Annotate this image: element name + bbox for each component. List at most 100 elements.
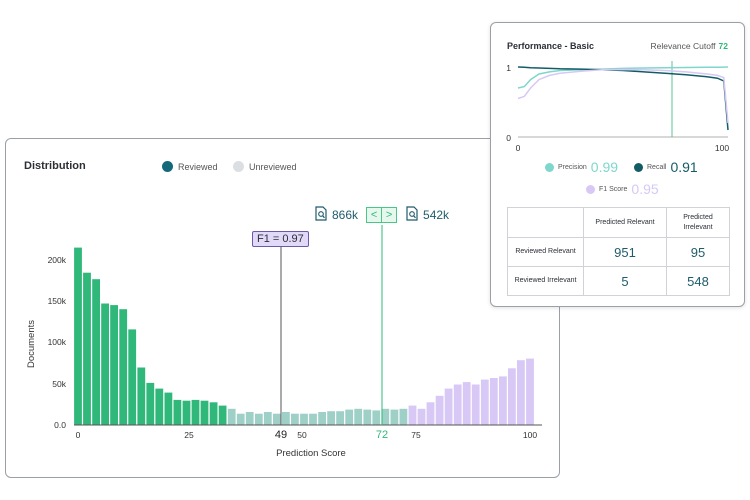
metric-recall: Recall 0.91 bbox=[634, 159, 698, 175]
cm-row-reviewed-relevant: Reviewed Relevant bbox=[507, 237, 584, 267]
docs-above-count: 866k bbox=[332, 208, 359, 222]
histogram-bar bbox=[408, 405, 417, 425]
histogram-bar bbox=[399, 408, 408, 425]
recall-dot-icon bbox=[634, 162, 643, 172]
perf-line-f1-score bbox=[517, 68, 729, 124]
histogram-bar bbox=[128, 329, 137, 425]
histogram-bar bbox=[146, 382, 155, 425]
distribution-panel: Distribution Reviewed Unreviewed 0.0 50k… bbox=[5, 138, 560, 478]
histogram-bar bbox=[489, 378, 498, 425]
histogram-bar bbox=[291, 413, 299, 425]
histogram-bar bbox=[480, 379, 489, 425]
y-tick-50k: 50k bbox=[52, 379, 66, 389]
y-tick-0: 0.0 bbox=[54, 420, 66, 430]
cm-cell[interactable]: 95 bbox=[666, 237, 730, 267]
histogram-bar bbox=[526, 358, 534, 425]
legend-unreviewed-label: Unreviewed bbox=[249, 161, 297, 172]
perf-x-tick-100: 100 bbox=[715, 143, 729, 153]
y-tick-200k: 200k bbox=[48, 255, 67, 265]
histogram-bar bbox=[74, 247, 82, 425]
histogram-bar bbox=[101, 303, 109, 425]
legend-reviewed-label: Reviewed bbox=[178, 161, 218, 172]
unreviewed-dot-icon bbox=[233, 161, 244, 172]
y-tick-100k: 100k bbox=[48, 337, 67, 347]
histogram-bar bbox=[245, 412, 254, 425]
histogram-bar bbox=[209, 402, 218, 425]
cm-corner bbox=[507, 207, 584, 238]
histogram-bar bbox=[435, 395, 444, 425]
histogram-bar bbox=[381, 408, 390, 425]
cutoff-control: 866k < > 542k bbox=[314, 206, 449, 224]
cm-cell[interactable]: 548 bbox=[666, 266, 730, 296]
performance-chart: 1 0 0 100 bbox=[506, 61, 729, 153]
cutoff-prev-button[interactable]: < bbox=[366, 207, 383, 223]
x-tick-75: 75 bbox=[411, 430, 421, 440]
cm-row-reviewed-irrelevant: Reviewed Irrelevant bbox=[507, 266, 584, 296]
x-tick-100: 100 bbox=[523, 430, 537, 440]
x-tick-50: 50 bbox=[297, 430, 307, 440]
histogram-bar bbox=[92, 279, 100, 425]
histogram-bar bbox=[200, 400, 209, 425]
histogram-bar bbox=[390, 409, 399, 425]
cm-col-predicted-irrelevant: Predicted Irrelevant bbox=[666, 207, 730, 238]
f1-score-label: F1 = 0.97 bbox=[252, 231, 309, 247]
x-tick-0: 0 bbox=[76, 430, 81, 440]
histogram-bar bbox=[318, 412, 326, 425]
distribution-title: Distribution bbox=[24, 160, 86, 172]
f1-dot-icon bbox=[586, 184, 595, 194]
cutoff-next-button[interactable]: > bbox=[381, 207, 398, 223]
doc-search-icon bbox=[314, 206, 328, 224]
histogram-bar bbox=[499, 376, 507, 425]
histogram-bar bbox=[508, 368, 516, 425]
perf-y-tick-1: 1 bbox=[506, 63, 511, 73]
histogram-bar bbox=[191, 399, 200, 425]
histogram-bar bbox=[110, 305, 118, 425]
relevance-cutoff-value: 72 bbox=[718, 41, 728, 51]
recall-label: Recall bbox=[647, 163, 667, 171]
x-axis-title: Prediction Score bbox=[276, 448, 346, 459]
histogram-bar bbox=[300, 413, 308, 425]
x-tick-25: 25 bbox=[184, 430, 194, 440]
histogram-bar bbox=[426, 402, 435, 425]
histogram-bar bbox=[453, 384, 462, 425]
histogram-bar bbox=[336, 411, 344, 425]
histogram-bar bbox=[182, 400, 191, 425]
histogram-bar bbox=[363, 409, 372, 425]
histogram-bar bbox=[218, 405, 227, 425]
histogram-bar bbox=[372, 410, 381, 425]
histogram-bar bbox=[236, 413, 245, 425]
histogram-bar bbox=[282, 412, 290, 425]
confusion-matrix: Predicted Relevant Predicted Irrelevant … bbox=[507, 207, 730, 296]
metric-precision: Precision 0.99 bbox=[545, 159, 618, 175]
y-tick-150k: 150k bbox=[48, 296, 67, 306]
cm-cell[interactable]: 951 bbox=[583, 237, 667, 267]
histogram-bar bbox=[273, 413, 281, 425]
perf-x-tick-0: 0 bbox=[516, 143, 521, 153]
histogram-bar bbox=[444, 388, 453, 425]
f1-label: F1 Score bbox=[599, 185, 628, 193]
recall-value: 0.91 bbox=[670, 159, 698, 175]
histogram-bar bbox=[309, 413, 317, 425]
legend-reviewed[interactable]: Reviewed bbox=[162, 161, 218, 172]
histogram-bar bbox=[173, 399, 182, 425]
histogram-bar bbox=[417, 408, 426, 425]
docs-below-count: 542k bbox=[423, 208, 450, 222]
histogram-bar bbox=[345, 409, 354, 425]
histogram-bar bbox=[137, 367, 146, 425]
legend-unreviewed[interactable]: Unreviewed bbox=[233, 161, 297, 172]
perf-line-precision bbox=[517, 66, 729, 89]
metric-f1: F1 Score 0.95 bbox=[586, 181, 659, 197]
distribution-chart: 0.0 50k 100k 150k 200k 0 25 50 75 100 49… bbox=[26, 225, 542, 459]
precision-label: Precision bbox=[558, 163, 587, 171]
histogram-bar bbox=[155, 388, 164, 425]
y-axis-title: Documents bbox=[26, 320, 37, 368]
doc-search-icon bbox=[405, 206, 419, 224]
histogram-bar bbox=[254, 413, 263, 425]
precision-value: 0.99 bbox=[590, 159, 619, 175]
histogram-bar bbox=[119, 309, 128, 425]
reviewed-dot-icon bbox=[162, 161, 173, 172]
f1-value: 0.95 bbox=[631, 181, 659, 197]
perf-y-tick-0: 0 bbox=[506, 133, 511, 143]
cm-cell[interactable]: 5 bbox=[583, 266, 667, 296]
histogram-bar bbox=[164, 392, 173, 425]
